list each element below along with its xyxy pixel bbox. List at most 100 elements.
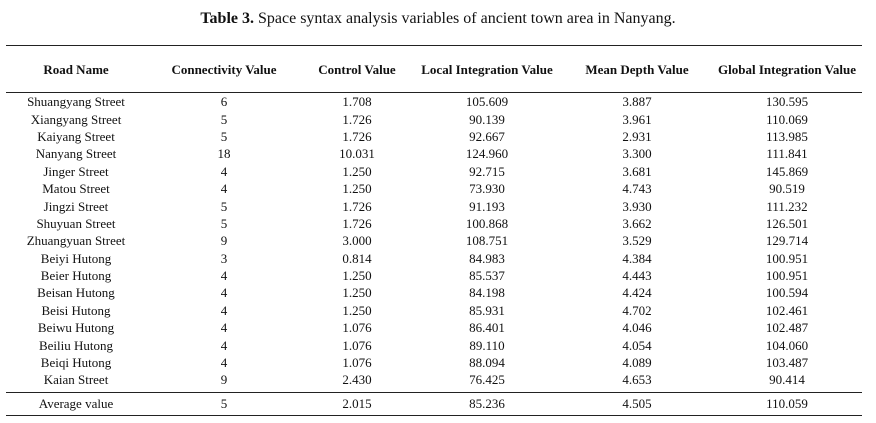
connectivity-cell: 4	[220, 181, 228, 197]
local-integration-cell: 124.960	[465, 146, 509, 162]
control-cell: 2.430	[342, 372, 372, 388]
global-integration-cell: 90.519	[769, 181, 805, 197]
control-cell: 1.726	[342, 215, 372, 231]
caption-text: Space syntax analysis variables of ancie…	[258, 10, 676, 27]
local-integration-cell: 84.983	[469, 250, 505, 266]
global-integration-cell: 104.060	[765, 337, 809, 353]
mean-depth-cell: 2.931	[622, 128, 652, 144]
connectivity-cell: 5	[220, 215, 228, 231]
global-integration-cell: 90.414	[769, 372, 805, 388]
table-row: Beier Hutong 4 1.250 85.537 4.443 100.951	[6, 267, 862, 284]
table-row: Nanyang Street 18 10.031 124.960 3.300 111.84…	[6, 145, 862, 162]
global-integration-cell: 111.841	[766, 146, 808, 162]
road-name-cell: Beiqi Hutong	[40, 355, 112, 371]
table-row: Shuangyang Street 6 1.708 105.609 3.887 130.5…	[6, 93, 862, 111]
header-connectivity-value: Connectivity Value	[171, 61, 277, 77]
header-global-integration-value: Global Integration Value	[718, 61, 856, 77]
table-row: Zhuangyuan Street 9 3.000 108.751 3.529 129.7…	[6, 232, 862, 249]
road-name-cell: Beiwu Hutong	[37, 320, 115, 336]
global-integration-cell: 100.951	[765, 250, 809, 266]
average-connectivity-cell: 5	[146, 391, 302, 416]
connectivity-cell: 5	[220, 111, 228, 127]
connectivity-cell: 9	[220, 372, 228, 388]
control-cell: 1.250	[342, 285, 372, 301]
local-integration-cell: 105.609	[465, 94, 509, 110]
road-name-cell: Beiliu Hutong	[38, 337, 114, 353]
average-global-integration-cell: 110.059	[712, 391, 862, 416]
global-integration-cell: 102.461	[765, 302, 809, 318]
header-control-value: Control Value	[318, 61, 396, 77]
global-integration-cell: 126.501	[765, 215, 809, 231]
mean-depth-cell: 3.887	[622, 94, 652, 110]
control-cell: 1.250	[342, 302, 372, 318]
connectivity-cell: 3	[220, 250, 228, 266]
road-name-cell: Kaiyang Street	[37, 128, 115, 144]
mean-depth-cell: 4.424	[622, 285, 652, 301]
table-row: Jinger Street 4 1.250 92.715 3.681 145.869	[6, 163, 862, 180]
table-body: Shuangyang Street 6 1.708 105.609 3.887 130.5…	[6, 93, 862, 416]
local-integration-cell: 85.537	[469, 268, 505, 284]
control-cell: 1.076	[342, 355, 372, 371]
global-integration-cell: 129.714	[765, 233, 809, 249]
mean-depth-cell: 4.702	[622, 302, 652, 318]
mean-depth-cell: 4.089	[622, 355, 652, 371]
header-road-name: Road Name	[43, 61, 109, 77]
mean-depth-cell: 4.054	[622, 337, 652, 353]
global-integration-cell: 113.985	[766, 128, 808, 144]
table-row: Beisan Hutong 4 1.250 84.198 4.424 100.594	[6, 284, 862, 301]
table-row: Beiyi Hutong 3 0.814 84.983 4.384 100.951	[6, 250, 862, 267]
global-integration-cell: 130.595	[765, 94, 809, 110]
road-name-cell: Jingzi Street	[43, 198, 109, 214]
table-row: Shuyuan Street 5 1.726 100.868 3.662 126.501	[6, 215, 862, 232]
table-row: Beiqi Hutong 4 1.076 88.094 4.089 103.487	[6, 354, 862, 371]
mean-depth-cell: 4.046	[622, 320, 652, 336]
global-integration-cell: 100.594	[765, 285, 809, 301]
control-cell: 1.076	[342, 337, 372, 353]
control-cell: 1.726	[342, 198, 372, 214]
table-row: Kaian Street 9 2.430 76.425 4.653 90.414	[6, 371, 862, 388]
road-name-cell: Nanyang Street	[35, 146, 117, 162]
average-road-name-cell: Average value	[6, 391, 146, 416]
road-name-cell: Jinger Street	[43, 163, 109, 179]
connectivity-cell: 9	[220, 233, 228, 249]
control-cell: 1.250	[342, 163, 372, 179]
mean-depth-cell: 4.743	[622, 181, 652, 197]
local-integration-cell: 88.094	[469, 355, 505, 371]
local-integration-cell: 92.667	[469, 128, 505, 144]
control-cell: 1.708	[342, 94, 372, 110]
table-row: Jingzi Street 5 1.726 91.193 3.930 111.232	[6, 197, 862, 214]
connectivity-cell: 4	[220, 355, 228, 371]
mean-depth-cell: 3.662	[622, 215, 652, 231]
local-integration-cell: 76.425	[469, 372, 505, 388]
control-cell: 1.250	[342, 268, 372, 284]
global-integration-cell: 103.487	[765, 355, 809, 371]
road-name-cell: Shuyuan Street	[36, 215, 116, 231]
connectivity-cell: 5	[220, 198, 228, 214]
global-integration-cell: 111.232	[766, 198, 808, 214]
local-integration-cell: 73.930	[469, 181, 505, 197]
table-row: Beiliu Hutong 4 1.076 89.110 4.054 104.060	[6, 336, 862, 353]
caption-label: Table 3.	[200, 10, 254, 27]
road-name-cell: Zhuangyuan Street	[26, 233, 126, 249]
connectivity-cell: 18	[217, 146, 231, 162]
road-name-cell: Xiangyang Street	[30, 111, 122, 127]
road-name-cell: Matou Street	[42, 181, 110, 197]
local-integration-cell: 90.139	[469, 111, 505, 127]
table-row: Beiwu Hutong 4 1.076 86.401 4.046 102.487	[6, 319, 862, 336]
road-name-cell: Beisi Hutong	[41, 302, 111, 318]
control-cell: 10.031	[339, 146, 375, 162]
control-cell: 1.076	[342, 320, 372, 336]
control-cell: 1.726	[342, 128, 372, 144]
connectivity-cell: 4	[220, 285, 228, 301]
table-row: Beisi Hutong 4 1.250 85.931 4.702 102.461	[6, 302, 862, 319]
table-row: Kaiyang Street 5 1.726 92.667 2.931 113.985	[6, 128, 862, 145]
control-cell: 1.726	[342, 111, 372, 127]
connectivity-cell: 6	[220, 94, 228, 110]
local-integration-cell: 89.110	[469, 337, 505, 353]
mean-depth-cell: 3.300	[622, 146, 652, 162]
global-integration-cell: 145.869	[765, 163, 809, 179]
table-header: Road Name Connectivity Value Control Value…	[6, 45, 862, 93]
road-name-cell: Beisan Hutong	[37, 285, 115, 301]
local-integration-cell: 100.868	[465, 215, 509, 231]
table-row: Xiangyang Street 5 1.726 90.139 3.961 110.069	[6, 110, 862, 127]
